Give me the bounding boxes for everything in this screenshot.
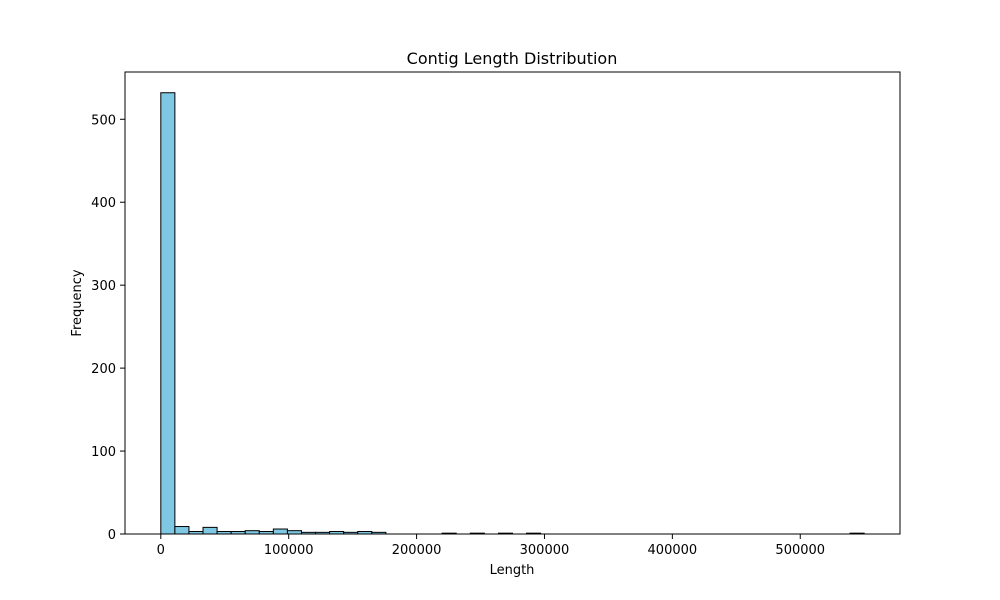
plot-frame — [124, 71, 901, 535]
x-tick-label: 100000 — [264, 543, 314, 558]
x-tick-label: 400000 — [648, 543, 698, 558]
histogram-bar — [272, 528, 288, 535]
x-tick-label: 200000 — [392, 543, 442, 558]
y-tick-label: 200 — [91, 362, 116, 377]
x-tick-label: 500000 — [775, 543, 825, 558]
histogram-bar — [160, 92, 176, 535]
chart-title: Contig Length Distribution — [407, 49, 618, 68]
x-axis: 0 100000 200000 300000 400000 500000 — [157, 534, 825, 558]
y-axis: 0 100 200 300 400 500 — [91, 113, 125, 543]
y-tick-label: 400 — [91, 196, 116, 211]
y-axis-title: Frequency — [70, 269, 85, 336]
x-axis-title: Length — [490, 563, 535, 578]
histogram-bar — [174, 526, 190, 535]
histogram-bar — [202, 526, 218, 535]
y-tick-label: 500 — [91, 113, 116, 128]
y-tick-label: 0 — [108, 528, 116, 543]
x-tick-label: 0 — [157, 543, 165, 558]
y-tick-label: 100 — [91, 445, 116, 460]
bars-group — [160, 92, 865, 535]
y-tick-label: 300 — [91, 279, 116, 294]
x-tick-label: 300000 — [520, 543, 570, 558]
